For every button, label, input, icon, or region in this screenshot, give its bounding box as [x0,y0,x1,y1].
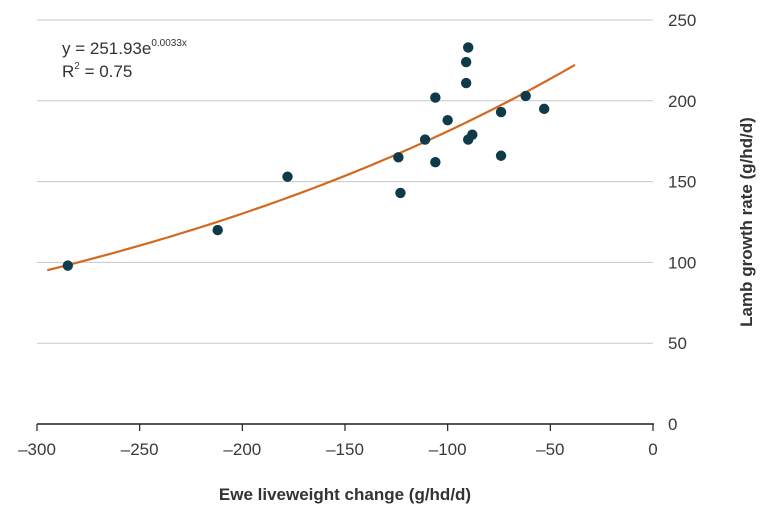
gridlines [37,19,653,344]
y-axis-ticks: 0 50 100 150 200 250 [668,11,696,434]
data-point [520,90,531,102]
data-point [460,77,472,89]
y-tick-label: 150 [668,173,696,192]
x-tick-label: –200 [223,440,261,459]
data-point [467,129,478,140]
data-point [442,114,453,126]
data-point [395,187,406,199]
data-point [62,260,73,271]
y-tick-label: 100 [668,253,696,272]
x-tick-label: –250 [121,440,159,459]
y-tick-label: 200 [668,92,696,111]
y-tick-label: 0 [668,415,677,434]
x-tick-label: –50 [536,440,564,459]
x-axis-title: Ewe liveweight change (g/hd/d) [219,485,471,504]
x-tick-label: 0 [648,440,657,459]
y-tick-label: 50 [668,334,687,353]
trendline-equation: y = 251.93e0.0033x [62,38,187,58]
r-squared-label: R2 = 0.75 [62,61,132,81]
data-point [463,42,474,53]
data-point [393,152,404,163]
trendline [47,63,576,272]
data-point [495,150,507,161]
data-point [419,134,431,145]
data-point [538,103,550,115]
x-tick-label: –300 [18,440,56,459]
data-points [62,42,550,271]
data-point [282,171,293,182]
x-tick-label: –150 [326,440,364,459]
data-point [460,56,472,68]
y-tick-label: 250 [668,11,696,30]
x-axis-ticks: –300 –250 –200 –150 –100 –50 0 [18,424,658,459]
y-axis-title: Lamb growth rate (g/hd/d) [737,117,756,327]
data-point [430,157,441,168]
data-point [430,92,441,103]
data-point [212,224,223,236]
x-tick-label: –100 [429,440,467,459]
data-point [495,106,507,118]
